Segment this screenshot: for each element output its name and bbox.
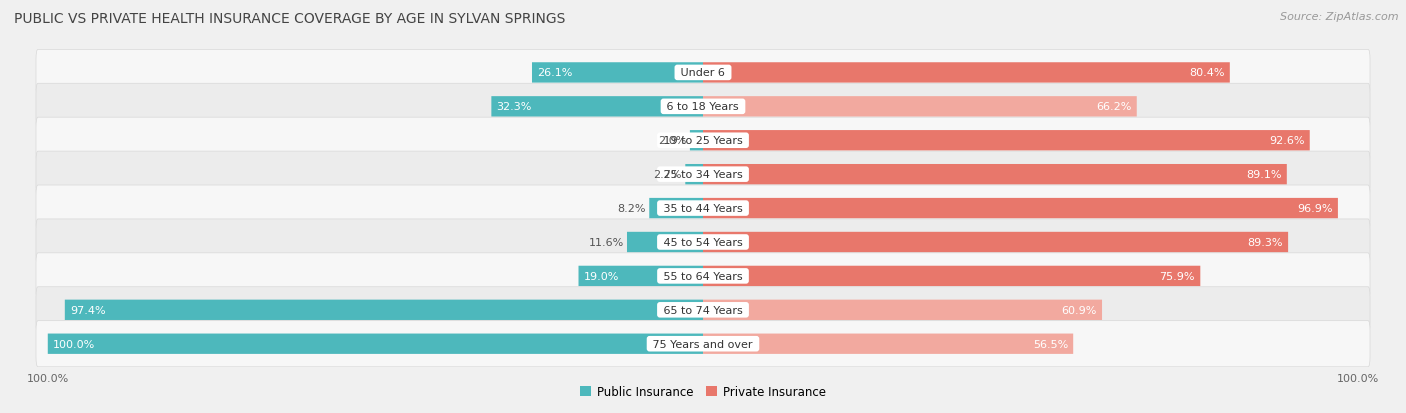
Text: 66.2%: 66.2% xyxy=(1097,102,1132,112)
FancyBboxPatch shape xyxy=(531,63,703,83)
Text: 32.3%: 32.3% xyxy=(496,102,531,112)
FancyBboxPatch shape xyxy=(650,198,703,219)
FancyBboxPatch shape xyxy=(578,266,703,286)
Text: 60.9%: 60.9% xyxy=(1062,305,1097,315)
Text: 89.1%: 89.1% xyxy=(1246,170,1281,180)
FancyBboxPatch shape xyxy=(703,232,1288,252)
Text: 19.0%: 19.0% xyxy=(583,271,619,281)
FancyBboxPatch shape xyxy=(703,300,1102,320)
FancyBboxPatch shape xyxy=(37,84,1369,130)
FancyBboxPatch shape xyxy=(37,118,1369,164)
Text: 96.9%: 96.9% xyxy=(1298,204,1333,214)
Text: 45 to 54 Years: 45 to 54 Years xyxy=(659,237,747,247)
Text: Source: ZipAtlas.com: Source: ZipAtlas.com xyxy=(1281,12,1399,22)
FancyBboxPatch shape xyxy=(703,131,1310,151)
FancyBboxPatch shape xyxy=(703,165,1286,185)
Text: 19 to 25 Years: 19 to 25 Years xyxy=(659,136,747,146)
Text: 80.4%: 80.4% xyxy=(1189,68,1225,78)
Text: 25 to 34 Years: 25 to 34 Years xyxy=(659,170,747,180)
Text: 92.6%: 92.6% xyxy=(1270,136,1305,146)
FancyBboxPatch shape xyxy=(685,165,703,185)
Text: 75.9%: 75.9% xyxy=(1160,271,1195,281)
FancyBboxPatch shape xyxy=(37,50,1369,96)
Text: 97.4%: 97.4% xyxy=(70,305,105,315)
Text: 11.6%: 11.6% xyxy=(589,237,624,247)
Text: 2.0%: 2.0% xyxy=(658,136,686,146)
Text: 2.7%: 2.7% xyxy=(654,170,682,180)
Text: 6 to 18 Years: 6 to 18 Years xyxy=(664,102,742,112)
FancyBboxPatch shape xyxy=(703,198,1339,219)
FancyBboxPatch shape xyxy=(37,287,1369,333)
FancyBboxPatch shape xyxy=(37,219,1369,266)
FancyBboxPatch shape xyxy=(37,253,1369,299)
Text: 65 to 74 Years: 65 to 74 Years xyxy=(659,305,747,315)
FancyBboxPatch shape xyxy=(703,334,1073,354)
Text: 8.2%: 8.2% xyxy=(617,204,645,214)
Text: 26.1%: 26.1% xyxy=(537,68,572,78)
Legend: Public Insurance, Private Insurance: Public Insurance, Private Insurance xyxy=(575,381,831,403)
FancyBboxPatch shape xyxy=(690,131,703,151)
FancyBboxPatch shape xyxy=(37,185,1369,232)
Text: 100.0%: 100.0% xyxy=(53,339,96,349)
Text: 89.3%: 89.3% xyxy=(1247,237,1282,247)
FancyBboxPatch shape xyxy=(627,232,703,252)
FancyBboxPatch shape xyxy=(703,266,1201,286)
FancyBboxPatch shape xyxy=(48,334,703,354)
Text: Under 6: Under 6 xyxy=(678,68,728,78)
Text: 56.5%: 56.5% xyxy=(1033,339,1069,349)
Text: PUBLIC VS PRIVATE HEALTH INSURANCE COVERAGE BY AGE IN SYLVAN SPRINGS: PUBLIC VS PRIVATE HEALTH INSURANCE COVER… xyxy=(14,12,565,26)
FancyBboxPatch shape xyxy=(37,152,1369,198)
Text: 75 Years and over: 75 Years and over xyxy=(650,339,756,349)
FancyBboxPatch shape xyxy=(37,321,1369,367)
Text: 55 to 64 Years: 55 to 64 Years xyxy=(659,271,747,281)
FancyBboxPatch shape xyxy=(65,300,703,320)
FancyBboxPatch shape xyxy=(491,97,703,117)
FancyBboxPatch shape xyxy=(703,97,1137,117)
FancyBboxPatch shape xyxy=(703,63,1230,83)
Text: 35 to 44 Years: 35 to 44 Years xyxy=(659,204,747,214)
